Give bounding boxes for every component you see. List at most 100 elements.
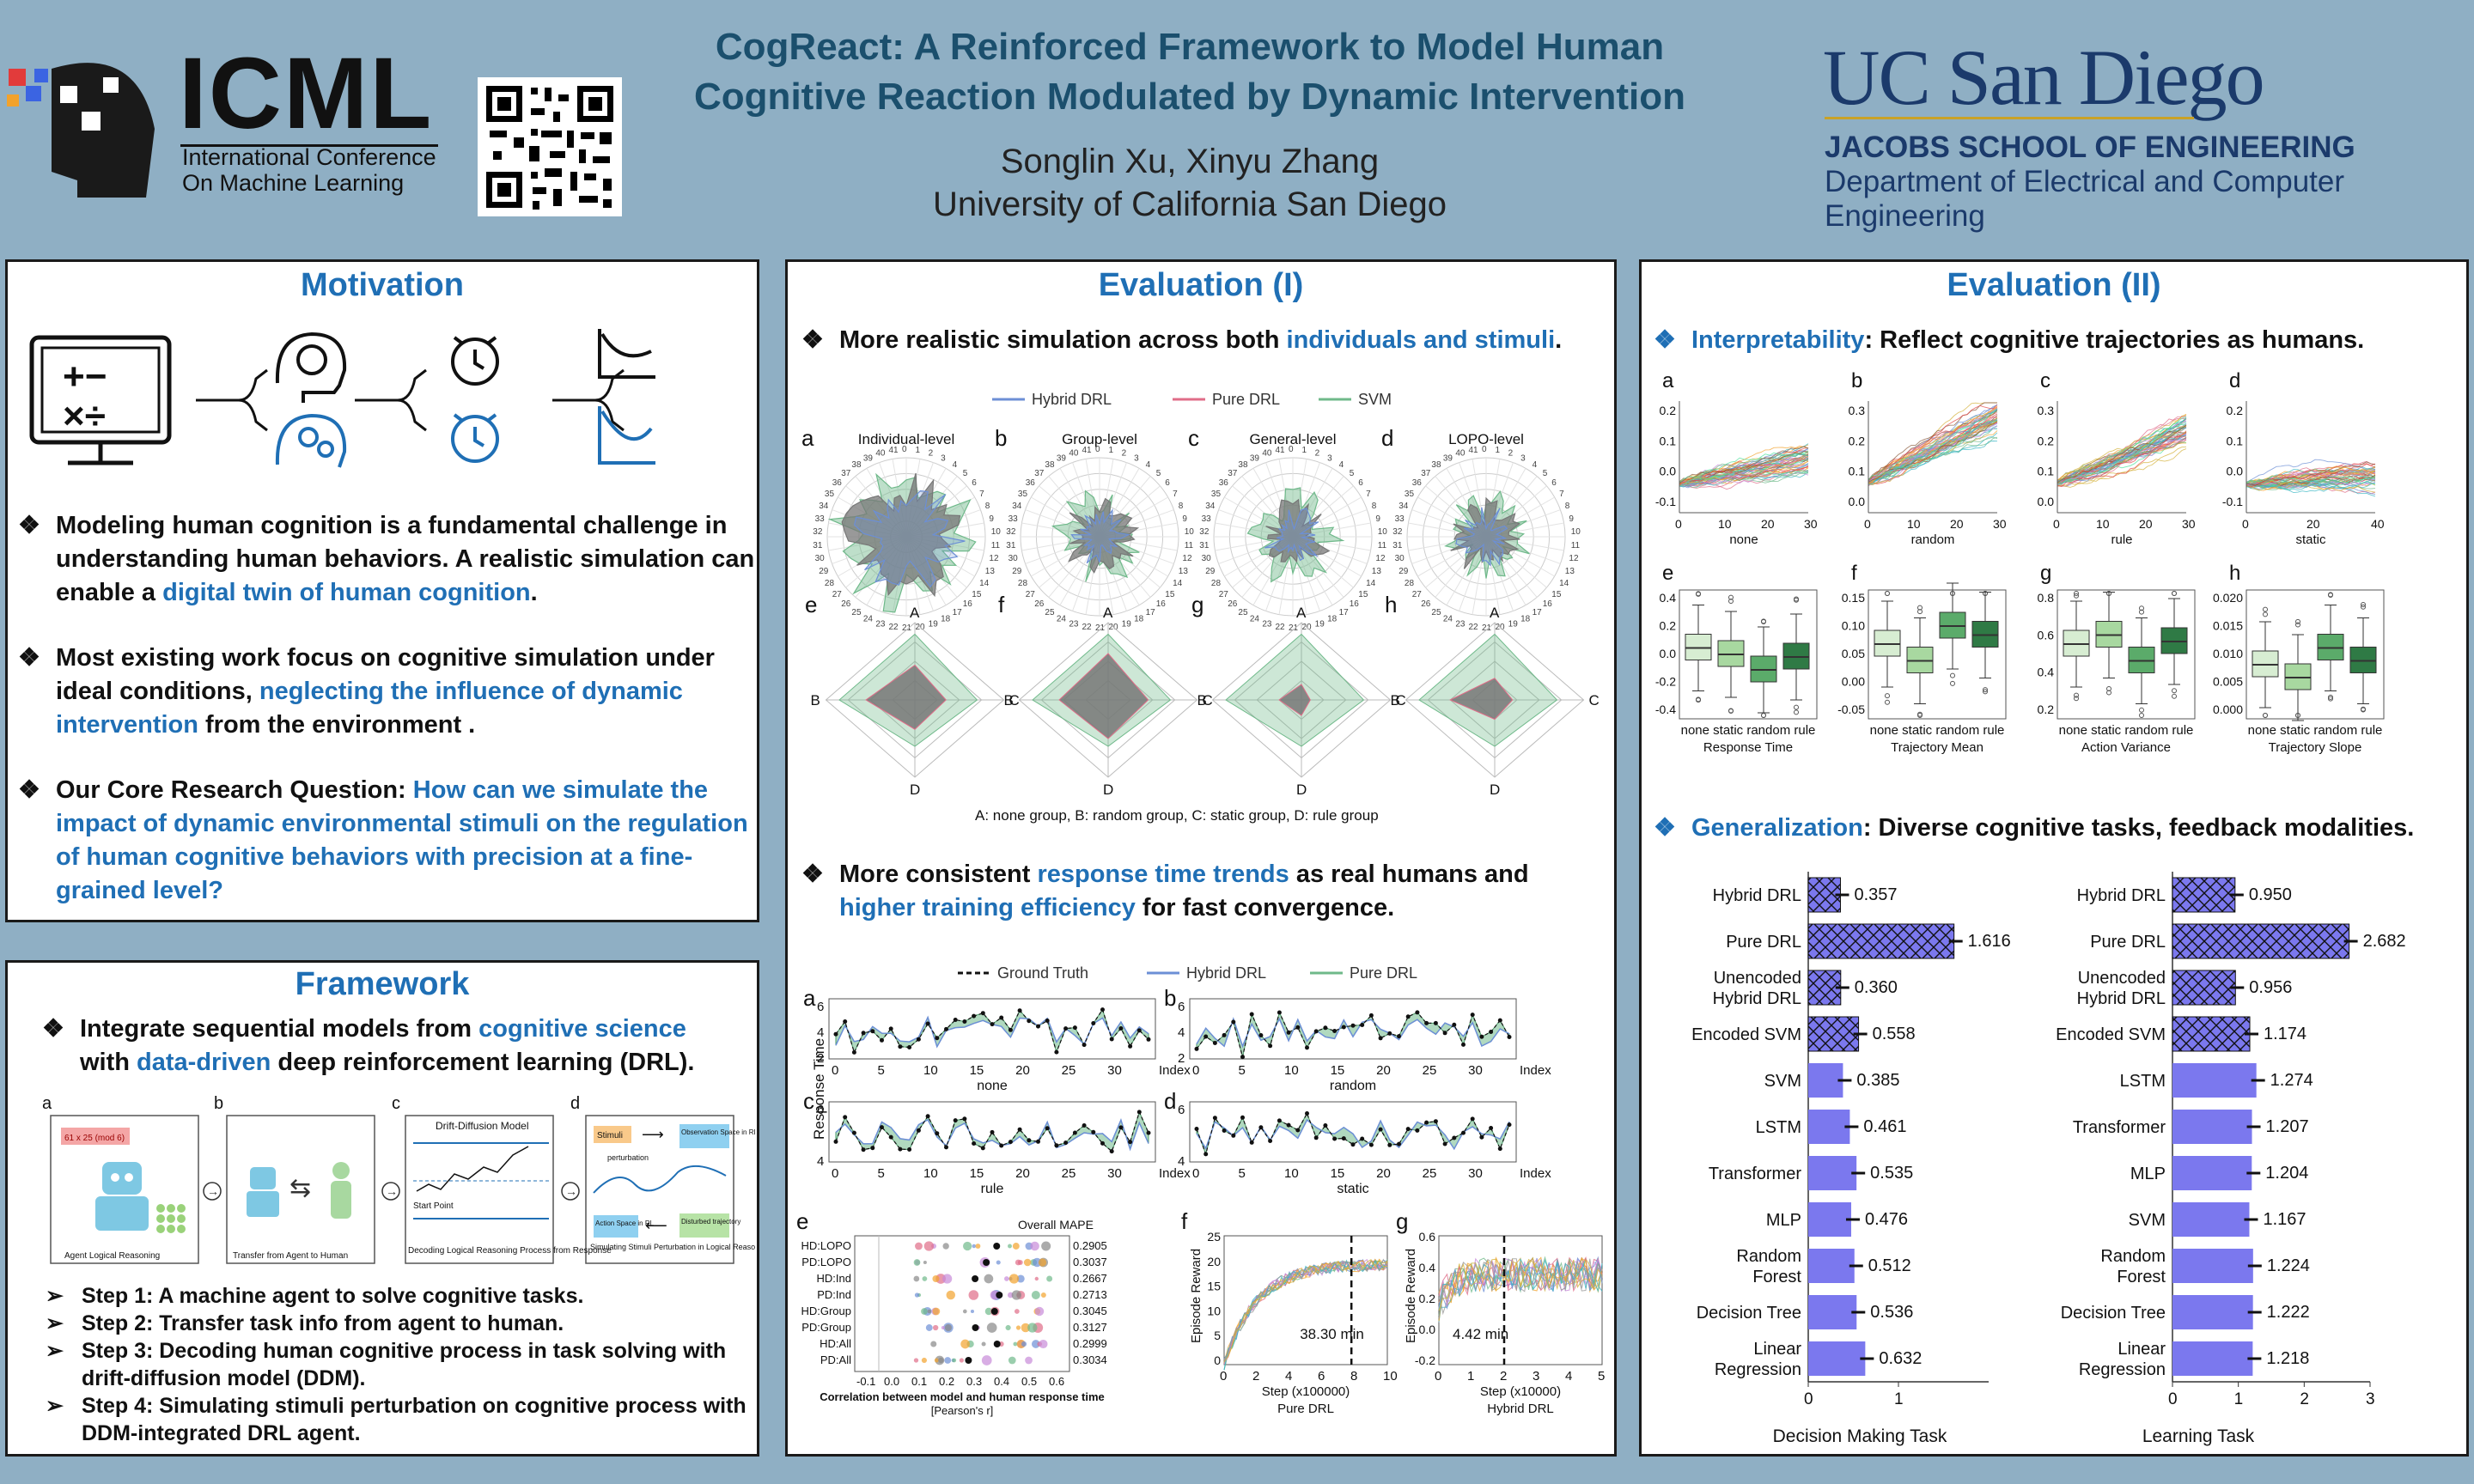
rt-tick: 20 bbox=[1015, 1166, 1030, 1181]
radar-index-label: 16 bbox=[963, 599, 973, 609]
bar-value-label: 1.204 bbox=[2265, 1164, 2308, 1183]
radar-index-label: 23 bbox=[1069, 619, 1079, 629]
reward-ytick: 0.4 bbox=[1419, 1261, 1436, 1274]
bar-value-label: 0.360 bbox=[1855, 978, 1898, 997]
radar-index-label: 25 bbox=[1045, 608, 1055, 617]
radar-index-label: 5 bbox=[963, 469, 968, 478]
trajectory-ytick: 0.0 bbox=[1660, 465, 1677, 478]
bar bbox=[1808, 1110, 1850, 1144]
boxplot-ytick: 0.2 bbox=[2038, 702, 2055, 716]
radar-index-label: 19 bbox=[1122, 619, 1132, 629]
radar-index-label: 3 bbox=[1520, 453, 1526, 463]
mape-row-name: PD:Group bbox=[801, 1321, 851, 1334]
mape-row-name: HD:Ind bbox=[817, 1272, 851, 1285]
radar-index-label: 37 bbox=[841, 469, 851, 478]
mape-tick: 0.1 bbox=[911, 1375, 927, 1388]
arrow-bullet-icon: ➢ bbox=[46, 1394, 64, 1418]
radar-index-label: 24 bbox=[1443, 615, 1453, 624]
radar-index-label: 31 bbox=[1392, 541, 1403, 550]
rt-tick: 5 bbox=[878, 1166, 885, 1181]
bar-category-label: Encoded SVM bbox=[1691, 1025, 1801, 1044]
svg-text:A: A bbox=[910, 605, 920, 621]
diamond-bullet-icon: ❖ bbox=[1654, 326, 1676, 354]
trajectory-xtick: 30 bbox=[1804, 517, 1818, 531]
radar-index-label: 21 bbox=[1482, 623, 1492, 633]
boxplot-ytick: 0.15 bbox=[1842, 591, 1865, 605]
fw-start-point: Start Point bbox=[413, 1201, 454, 1211]
bar bbox=[1807, 970, 1842, 1006]
alarm-clock-icon bbox=[451, 336, 499, 386]
radar-index-label: 34 bbox=[1012, 502, 1022, 511]
mape-row-value: 0.3127 bbox=[1073, 1321, 1107, 1334]
rt-index-label: Index bbox=[1520, 1063, 1551, 1078]
step-4: ➢ Step 4: Simulating stimuli perturbation… bbox=[46, 1394, 746, 1445]
radar-index-label: 29 bbox=[1205, 567, 1216, 576]
rt-panel-letter: c bbox=[803, 1088, 814, 1114]
radar-index-label: 26 bbox=[1228, 599, 1238, 609]
radar-index-label: 26 bbox=[1034, 599, 1045, 609]
radar-letter: c bbox=[1188, 425, 1199, 451]
bar-value-label: 1.616 bbox=[1968, 932, 2011, 951]
bar-category-label: Linear bbox=[2118, 1340, 2166, 1359]
bar bbox=[1808, 1063, 1843, 1098]
radar-index-label: 33 bbox=[1395, 514, 1405, 524]
radar-index-label: 18 bbox=[1327, 615, 1338, 624]
human-figure-icon bbox=[331, 1162, 351, 1219]
svg-text:C: C bbox=[1589, 692, 1600, 709]
ucsd-logo: UC San Diego JACOBS SCHOOL OF ENGINEERIN… bbox=[1821, 34, 2474, 233]
radar-index-label: 8 bbox=[1372, 502, 1377, 511]
trajectory-ytick: -0.1 bbox=[2222, 495, 2243, 508]
bar bbox=[2172, 1016, 2251, 1052]
bar-value-label: 0.512 bbox=[1868, 1256, 1911, 1275]
radar-index-label: 11 bbox=[991, 541, 1001, 550]
radar-index-label: 21 bbox=[1289, 623, 1299, 633]
radar-index-label: 39 bbox=[1443, 453, 1453, 463]
svg-text:A: A bbox=[1296, 605, 1307, 621]
radar-index-label: 22 bbox=[1082, 623, 1092, 632]
bar-category-label: Forest bbox=[2117, 1268, 2166, 1286]
radar-index-label: 19 bbox=[1315, 619, 1325, 629]
reward-tick: 0 bbox=[1220, 1369, 1227, 1384]
radar-index-label: 41 bbox=[1468, 446, 1478, 455]
radar-index-label: 23 bbox=[1455, 619, 1466, 629]
qr-code[interactable] bbox=[478, 77, 622, 216]
bar bbox=[2172, 1110, 2252, 1144]
trajectory-ytick: 0.2 bbox=[2038, 434, 2055, 447]
bar bbox=[1808, 1156, 1857, 1190]
bar bbox=[1808, 1249, 1855, 1283]
bar-category-label: MLP bbox=[1766, 1211, 1801, 1230]
fw-equation: 61 x 25 (mod 6) bbox=[64, 1134, 125, 1143]
radar-index-label: 32 bbox=[1199, 527, 1210, 537]
eval2-heading-1: ❖ Interpretability: Reflect cognitive tr… bbox=[1654, 324, 2461, 357]
bar-category-label: Encoded SVM bbox=[2056, 1025, 2166, 1044]
boxplot-categories: none static random rule bbox=[1681, 723, 1816, 738]
radar-index-label: 3 bbox=[1134, 453, 1139, 463]
radar-index-label: 38 bbox=[1431, 460, 1441, 470]
svg-text:→: → bbox=[565, 1184, 577, 1198]
reward-curve-hybrid-drl: g 4.42 min 0 1 2 3 4 5 0.6 0.4 0.2 0.0 -0.2 Step (x10… bbox=[1396, 1208, 1605, 1416]
radar-index-label: 18 bbox=[941, 615, 951, 624]
icml-logo: ICML International Conference On Machine… bbox=[0, 34, 447, 206]
radar-letter: b bbox=[995, 425, 1007, 451]
rt-tick: 0 bbox=[832, 1166, 838, 1181]
bar-xtick: 3 bbox=[2366, 1390, 2375, 1408]
radar-index-label: 24 bbox=[863, 615, 874, 624]
arrow-bullet-icon: ➢ bbox=[46, 1339, 64, 1363]
rt-tick: 20 bbox=[1015, 1063, 1030, 1078]
rt-tick: 25 bbox=[1062, 1063, 1076, 1078]
radar-index-label: 25 bbox=[1431, 608, 1441, 617]
framework-diagram: a b c d → → → 61 x 25 (mod 6) Agent Logica… bbox=[42, 1094, 755, 1264]
boxplot-title: Response Time bbox=[1703, 740, 1793, 755]
radar-index-label: 4 bbox=[1146, 460, 1151, 470]
motivation-panel: Motivation +− ×÷ bbox=[5, 259, 759, 922]
diamond-chart-f: f AB CD bbox=[998, 592, 1213, 798]
boxplot-ytick: 0.4 bbox=[1660, 591, 1677, 605]
poster-title-line2: Cognitive Reaction Modulated by Dynamic … bbox=[694, 76, 1685, 118]
svg-text:B: B bbox=[1004, 692, 1014, 709]
diamond-letter: e bbox=[805, 592, 817, 617]
reward-tick: 4 bbox=[1285, 1369, 1292, 1384]
school-name: JACOBS SCHOOL OF ENGINEERING bbox=[1825, 131, 2355, 164]
trajectory-letter: c bbox=[2040, 370, 2050, 392]
trajectory-ytick: 0.3 bbox=[2038, 404, 2055, 417]
rt-ytick: 4 bbox=[1178, 1025, 1185, 1040]
